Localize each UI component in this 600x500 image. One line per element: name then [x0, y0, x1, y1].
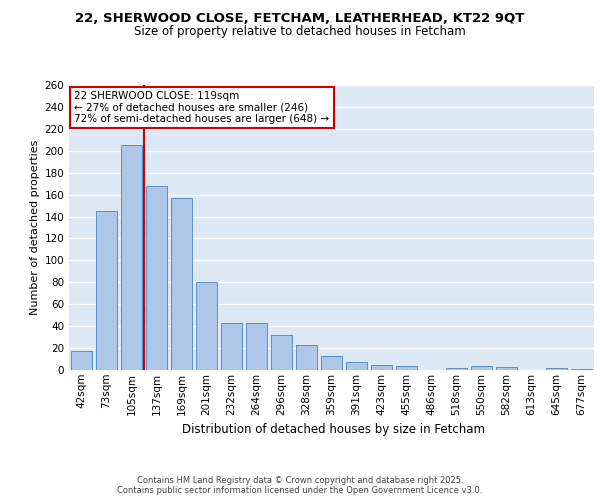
Bar	[571, 369, 592, 370]
Bar	[96, 211, 117, 370]
Bar	[321, 356, 342, 370]
Bar	[171, 198, 192, 370]
Text: Contains HM Land Registry data © Crown copyright and database right 2025.
Contai: Contains HM Land Registry data © Crown c…	[118, 476, 482, 495]
Bar	[371, 364, 392, 370]
Text: Size of property relative to detached houses in Fetcham: Size of property relative to detached ho…	[134, 25, 466, 38]
Bar	[246, 323, 267, 370]
Bar	[396, 366, 417, 370]
Bar	[221, 323, 242, 370]
Bar	[271, 335, 292, 370]
Bar	[296, 345, 317, 370]
Bar	[346, 362, 367, 370]
Text: 22, SHERWOOD CLOSE, FETCHAM, LEATHERHEAD, KT22 9QT: 22, SHERWOOD CLOSE, FETCHAM, LEATHERHEAD…	[76, 12, 524, 26]
Bar	[196, 282, 217, 370]
Text: Distribution of detached houses by size in Fetcham: Distribution of detached houses by size …	[182, 422, 485, 436]
Bar	[471, 366, 492, 370]
Bar	[71, 352, 92, 370]
Bar	[146, 186, 167, 370]
Text: 22 SHERWOOD CLOSE: 119sqm
← 27% of detached houses are smaller (246)
72% of semi: 22 SHERWOOD CLOSE: 119sqm ← 27% of detac…	[74, 90, 329, 124]
Bar	[446, 368, 467, 370]
Bar	[546, 368, 567, 370]
Y-axis label: Number of detached properties: Number of detached properties	[30, 140, 40, 315]
Bar	[121, 146, 142, 370]
Bar	[496, 366, 517, 370]
